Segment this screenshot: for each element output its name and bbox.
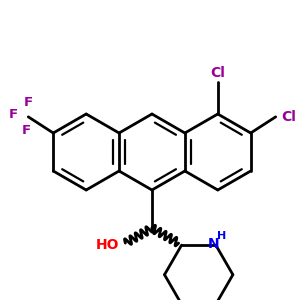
Text: N: N [208,237,220,251]
Text: H: H [217,231,226,241]
Text: F: F [24,96,33,110]
Text: Cl: Cl [210,66,225,80]
Text: HO: HO [96,238,119,252]
Text: Cl: Cl [282,110,296,124]
Text: F: F [9,108,18,122]
Text: F: F [22,124,31,137]
